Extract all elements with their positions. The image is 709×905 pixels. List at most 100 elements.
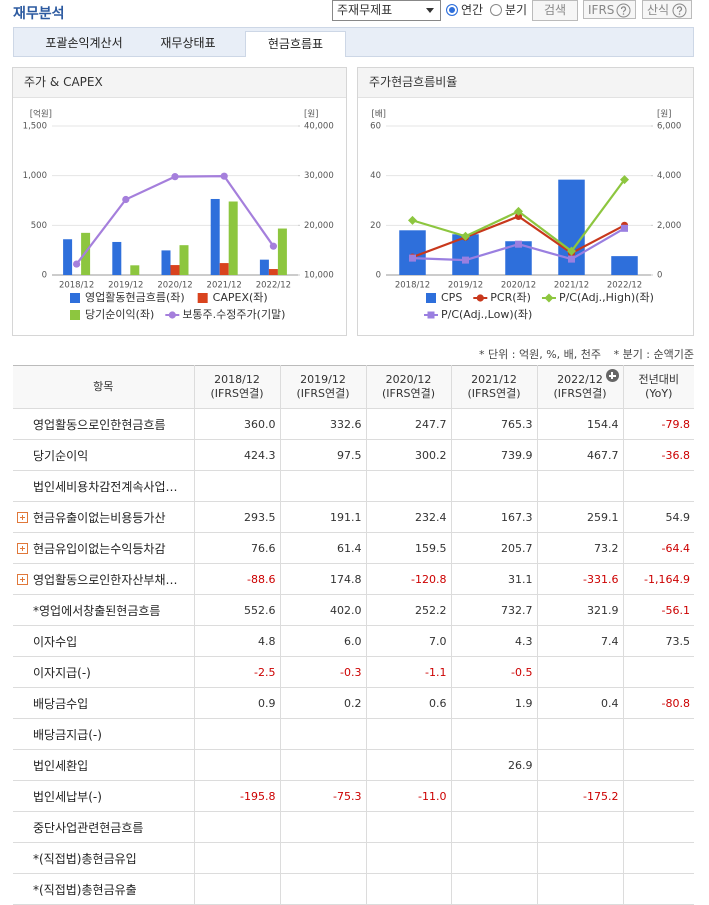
tab[interactable]: 현금흐름표 [245,31,346,57]
help-icon [672,3,687,18]
legend-marker [168,311,176,319]
table-row: 당기순이익 424.3 97.5 300.2 739.9 467.7 -36.8 [13,439,694,471]
value-cell: 402.0 [279,594,367,626]
value-cell [279,749,367,781]
bar [228,201,238,275]
cell-value: -79.8 [661,417,690,431]
x-tick-label: 2019/12 [108,281,143,291]
header-text: (IFRS연결) [381,387,436,400]
radio-quarter[interactable]: 분기 [490,1,527,19]
formula-button[interactable]: 산식 [642,0,692,19]
table-row: 영업활동으로인한현금흐름 360.0 332.6 247.7 765.3 154.4 -79… [13,408,694,440]
y-tick-label: 20 [370,221,381,231]
cell-value: 0.6 [429,696,447,710]
legend-label: 영업활동현금흐름(좌) [85,290,185,304]
value-cell [365,749,452,781]
add-column-icon[interactable] [605,369,619,382]
tab[interactable]: 재무상태표 [143,31,233,56]
header-text: (IFRS연결) [296,387,350,400]
quarter-note: * 분기 : 순액기준 [613,348,694,361]
bar [210,198,220,275]
y-unit: [억원] [30,109,52,120]
point [515,240,522,248]
value-cell [450,842,538,874]
value-cell: 552.6 [193,594,281,626]
value-cell [622,811,694,843]
point [514,212,523,220]
row-label: 중단사업관련현금흐름 [33,820,144,835]
value-cell [279,718,367,750]
table-body: 영업활동으로인한현금흐름 360.0 332.6 247.7 765.3 154.4 -79… [13,408,694,905]
value-cell [193,811,281,843]
cell-value: 467.7 [587,448,619,462]
search-button[interactable]: 검색 [532,0,578,21]
cell-value: -11.0 [418,789,447,803]
point [568,255,575,263]
value-cell: -0.3 [279,656,367,688]
cell-value: 259.1 [587,510,619,524]
point [408,215,417,225]
x-tick-label: 2020/12 [157,281,192,291]
cell-value: 31.1 [508,572,533,586]
tab-label: 재무상태표 [160,36,216,50]
header-text: (IFRS연결) [553,387,607,400]
ifrs-button[interactable]: IFRS [583,0,636,19]
bar [611,256,638,275]
table-row: 영업활동으로인한자산부채… -88.6 174.8 -120.8 31.1 -331.6 -… [13,563,694,595]
tab[interactable]: 포괄손익계산서 [17,31,151,56]
expand-icon[interactable] [17,574,28,585]
value-cell [536,470,624,502]
point [461,231,470,241]
row-label: 영업활동으로인한현금흐름 [33,417,166,432]
cell-value: 424.3 [244,448,276,462]
cashflow-table: 항목 2018/12 (IFRS연결) 2019/12 (IFRS연결) 2020/12(… [13,365,694,905]
value-cell: 0.9 [193,687,281,719]
row-label-cell: 현금유입이없는수익등차감 [13,532,195,564]
row-label-cell: 이자수입 [13,625,195,657]
cell-value: 300.2 [415,448,447,462]
value-cell [365,842,452,874]
bar [130,265,140,275]
value-cell: 4.3 [450,625,538,657]
cell-value: 4.3 [515,634,533,648]
value-cell: -88.6 [193,563,281,595]
cell-value: 247.7 [415,417,447,431]
legend-swatch [426,293,436,303]
cell-value: -195.8 [240,789,276,803]
cell-value: 4.8 [258,634,276,648]
cell-value: -80.8 [661,696,690,710]
table-head: 항목 2018/12 (IFRS연결) 2019/12 (IFRS연결) 2020/12(… [13,365,694,409]
x-tick-label: 2018/12 [59,281,94,291]
button-label: 검색 [543,3,567,17]
cell-value: -0.5 [511,665,533,679]
row-label: 이자지급(-) [33,665,91,680]
value-cell: 73.2 [536,532,624,564]
value-cell [536,718,624,750]
row-label-cell: 중단사업관련현금흐름 [13,811,195,843]
statement-select[interactable]: 주재무제표 [332,0,441,21]
y-tick-label: 1,500 [23,122,47,132]
cell-value: 54.9 [665,510,691,524]
cell-value: 154.4 [587,417,619,431]
chart-panel: 주가 & CAPEX 0 500 1,000 1,500 10,000 20,000 30,… [12,67,347,336]
row-label: *(직접법)총현금유출 [33,882,137,897]
cell-value: -1.1 [425,665,447,679]
expand-icon[interactable] [17,512,28,523]
header-text: 2019/12 [300,373,346,386]
value-cell: -0.5 [450,656,538,688]
y2-unit: [원] [657,110,671,120]
value-cell [365,470,452,502]
header-text: 2018/12 [214,373,260,386]
expand-icon[interactable] [17,543,28,554]
y2-tick-label: 0 [657,271,662,281]
value-cell: 467.7 [536,439,624,471]
header-text: 항목 [93,380,114,393]
point [567,246,576,256]
value-cell: 0.2 [279,687,367,719]
value-cell: 26.9 [450,749,538,781]
cell-value: 167.3 [501,510,533,524]
cell-value: 321.9 [587,603,619,617]
radio-annual[interactable]: 연간 [446,1,483,19]
unit-note: * 단위 : 억원, %, 배, 천주 [479,348,601,361]
value-cell: -80.8 [622,687,694,719]
